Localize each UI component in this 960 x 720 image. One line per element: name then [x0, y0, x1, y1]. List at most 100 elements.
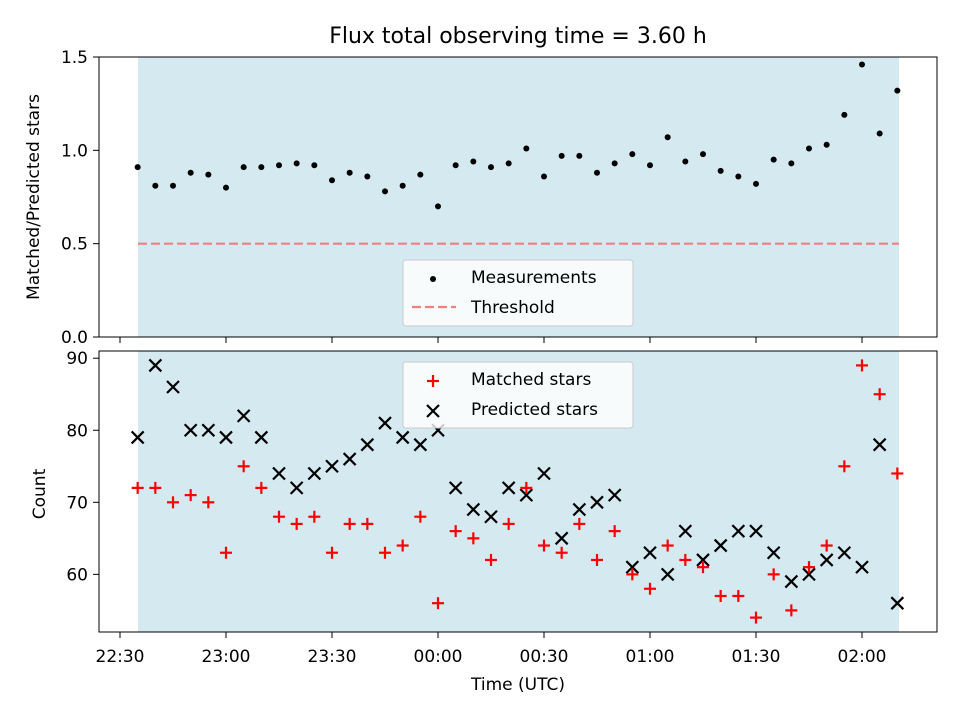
predicted-point — [660, 567, 675, 582]
predicted-point — [413, 437, 428, 452]
bottom-axes-frame — [98, 350, 938, 633]
matched-point — [432, 597, 444, 610]
predicted-point — [201, 423, 216, 438]
measurement-point — [505, 160, 512, 167]
predicted-point — [713, 538, 728, 553]
matched-point — [538, 539, 550, 552]
predicted-point — [625, 560, 640, 574]
matched-point — [379, 546, 391, 559]
predicted-point — [537, 466, 551, 481]
chart-title: Flux total observing time = 3.60 h — [329, 24, 707, 49]
predicted-point — [342, 452, 357, 466]
bottom-y-tick-label: 80 — [66, 421, 88, 441]
predicted-point — [289, 481, 304, 495]
top-axes-frame — [98, 56, 938, 338]
bottom-legend: Matched stars Predicted stars — [402, 361, 634, 429]
x-tick-label: 00:00 — [414, 647, 463, 667]
measurement-point — [717, 167, 724, 174]
legend-matched-label: Matched stars — [471, 370, 591, 390]
predicted-point — [837, 545, 852, 560]
top-y-tick-label: 0.5 — [61, 235, 88, 255]
measurement-point — [134, 164, 141, 171]
measurement-point — [170, 182, 176, 189]
predicted-point — [325, 459, 339, 474]
measurement-point — [841, 111, 848, 118]
matched-point — [361, 517, 374, 530]
predicted-point — [784, 574, 799, 589]
top-y-tick-label: 1.5 — [61, 48, 88, 68]
top-y-ticks: 0.0 0.5 1.0 1.5 — [61, 48, 99, 348]
x-tick-label: 23:30 — [308, 647, 357, 667]
count-points — [130, 358, 905, 624]
matched-point — [555, 546, 568, 559]
x-tick-label: 01:00 — [626, 647, 675, 667]
measurement-point — [311, 162, 318, 169]
matched-point — [803, 561, 815, 574]
matched-point — [626, 568, 639, 581]
top-x-ticks — [119, 337, 863, 343]
predicted-point — [696, 553, 710, 567]
measurement-point — [364, 173, 371, 180]
measurement-point — [859, 61, 865, 68]
matched-point — [608, 525, 621, 538]
measurement-point — [806, 145, 812, 152]
predicted-point — [448, 481, 463, 495]
measurement-point — [187, 169, 194, 176]
predicted-point — [643, 545, 657, 560]
predicted-point — [501, 481, 516, 495]
matched-point — [732, 589, 745, 602]
predicted-point — [484, 509, 498, 524]
matched-point — [697, 561, 709, 574]
measurement-point — [541, 173, 547, 180]
matched-point — [237, 460, 250, 473]
matched-point — [573, 517, 586, 530]
measurement-point — [629, 151, 636, 158]
measurement-point — [823, 141, 830, 148]
x-tick-label: 01:30 — [732, 647, 781, 667]
measurement-point — [594, 169, 600, 176]
matched-point — [820, 539, 833, 552]
matched-point — [326, 546, 338, 559]
predicted-point — [307, 466, 322, 481]
measurement-point — [558, 152, 565, 159]
matched-point — [220, 546, 232, 559]
legend-matched-marker — [427, 375, 439, 387]
x-tick-label: 00:30 — [520, 647, 569, 667]
x-tick-label: 02:00 — [838, 647, 887, 667]
measurement-point — [382, 188, 388, 195]
bottom-x-ticks: 22:30 23:00 23:30 00:00 00:30 01:00 01:30 02:00 — [96, 632, 887, 667]
top-legend-box — [402, 259, 634, 327]
measurement-point — [788, 160, 795, 167]
predicted-point — [872, 437, 887, 452]
measurement-point — [205, 171, 212, 178]
matched-point — [184, 489, 197, 502]
bottom-legend-box — [402, 361, 634, 429]
measurement-point — [611, 160, 618, 167]
measurement-point — [682, 158, 689, 165]
matched-point — [891, 467, 904, 480]
matched-point — [273, 510, 285, 523]
predicted-point — [236, 409, 251, 423]
matched-point — [856, 359, 868, 372]
top-y-tick-label: 1.0 — [61, 141, 88, 161]
matched-point — [873, 388, 886, 401]
predicted-point — [378, 416, 392, 430]
legend-predicted-marker — [426, 404, 440, 418]
predicted-point — [802, 567, 816, 582]
matched-point — [644, 582, 656, 595]
matched-point — [591, 553, 603, 566]
measurement-point — [276, 162, 282, 169]
x-tick-label: 22:30 — [96, 647, 145, 667]
matched-point — [343, 517, 356, 530]
bottom-y-tick-label: 60 — [66, 565, 88, 585]
measurement-point — [647, 162, 653, 169]
matched-point — [414, 510, 427, 523]
matched-point — [167, 496, 179, 509]
matched-point — [661, 539, 674, 552]
predicted-point — [731, 524, 746, 538]
measurement-point — [293, 160, 300, 167]
bottom-y-ticks: 60 70 80 90 — [66, 349, 99, 585]
measurement-point — [329, 177, 335, 184]
predicted-point — [219, 430, 233, 445]
